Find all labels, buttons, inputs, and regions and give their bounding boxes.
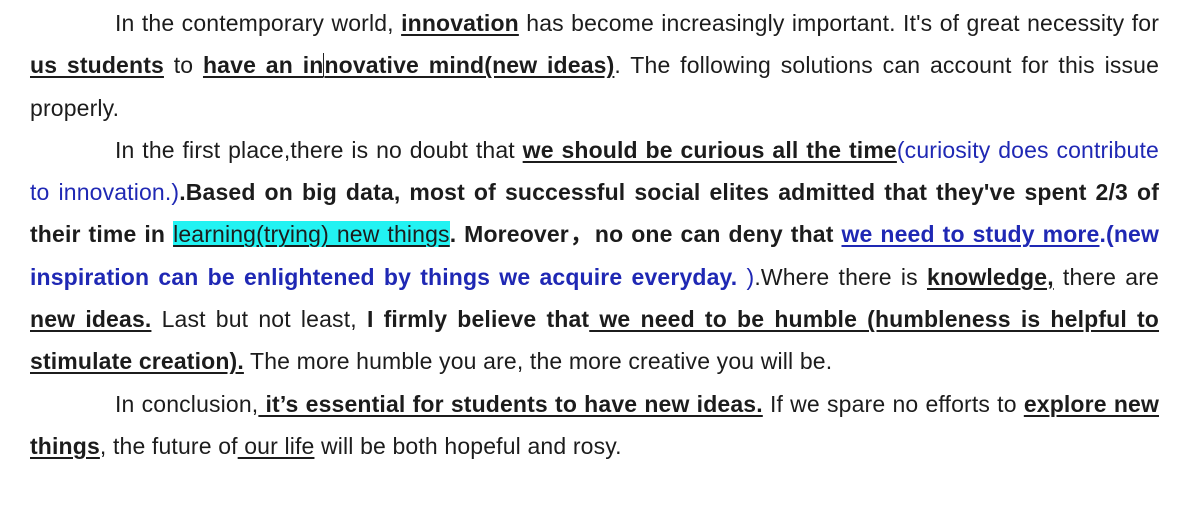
text-run: , the future of xyxy=(99,432,238,459)
key-phrase: us students xyxy=(30,52,164,79)
text-run: If we spare no efforts to xyxy=(762,390,1024,417)
text-run: . The following solutions can account fo… xyxy=(30,52,1160,121)
bold-phrase: . Moreover，no one can deny that xyxy=(449,221,842,248)
text-run: The more humble you are, the more creati… xyxy=(243,348,833,375)
text-run: Last but not least, xyxy=(151,306,367,333)
blue-note: we need to study more xyxy=(841,221,1100,248)
key-phrase: we should be curious all the time xyxy=(522,136,897,163)
text-run: In the contemporary world, xyxy=(115,10,402,36)
key-phrase: have an in xyxy=(202,52,324,79)
blue-note: .(new inspiration can be enlightened by … xyxy=(30,221,1160,290)
text-run: there are xyxy=(1053,263,1159,290)
key-phrase: explore new things xyxy=(30,390,1160,459)
text-run: will be both hopeful and rosy. xyxy=(314,432,622,459)
bold-phrase: I firmly believe that xyxy=(366,306,590,333)
blue-note: (curiosity does contribute to innovation… xyxy=(30,136,1159,206)
paragraph-conclusion: In conclusion, it’s essential for studen… xyxy=(30,383,1159,468)
text-run: has become increasingly important. It's … xyxy=(518,10,1159,36)
key-phrase: innovation xyxy=(401,10,519,36)
key-phrase: it’s essential for students to have new … xyxy=(258,390,763,417)
text-run: In the first place,there is no doubt tha… xyxy=(115,136,523,163)
text-run: In conclusion, xyxy=(115,390,259,417)
blue-note: ) xyxy=(746,263,755,290)
paragraph-body: In the first place,there is no doubt tha… xyxy=(30,129,1159,383)
underlined-phrase: our life xyxy=(237,432,315,459)
key-phrase: we need to be humble (humbleness is help… xyxy=(30,306,1160,375)
text-cursor xyxy=(323,53,325,78)
key-phrase: new ideas. xyxy=(30,306,152,333)
highlighted-phrase: learning(trying) new things xyxy=(173,221,450,248)
key-phrase: knowledge, xyxy=(927,263,1054,290)
text-run: .Where there is xyxy=(754,263,927,290)
bold-phrase: .Based on big data, most of successful s… xyxy=(30,179,1159,248)
text-run: to xyxy=(163,52,203,79)
key-phrase: novative mind(new ideas) xyxy=(324,52,615,79)
paragraph-intro: In the contemporary world, innovation ha… xyxy=(30,2,1159,129)
